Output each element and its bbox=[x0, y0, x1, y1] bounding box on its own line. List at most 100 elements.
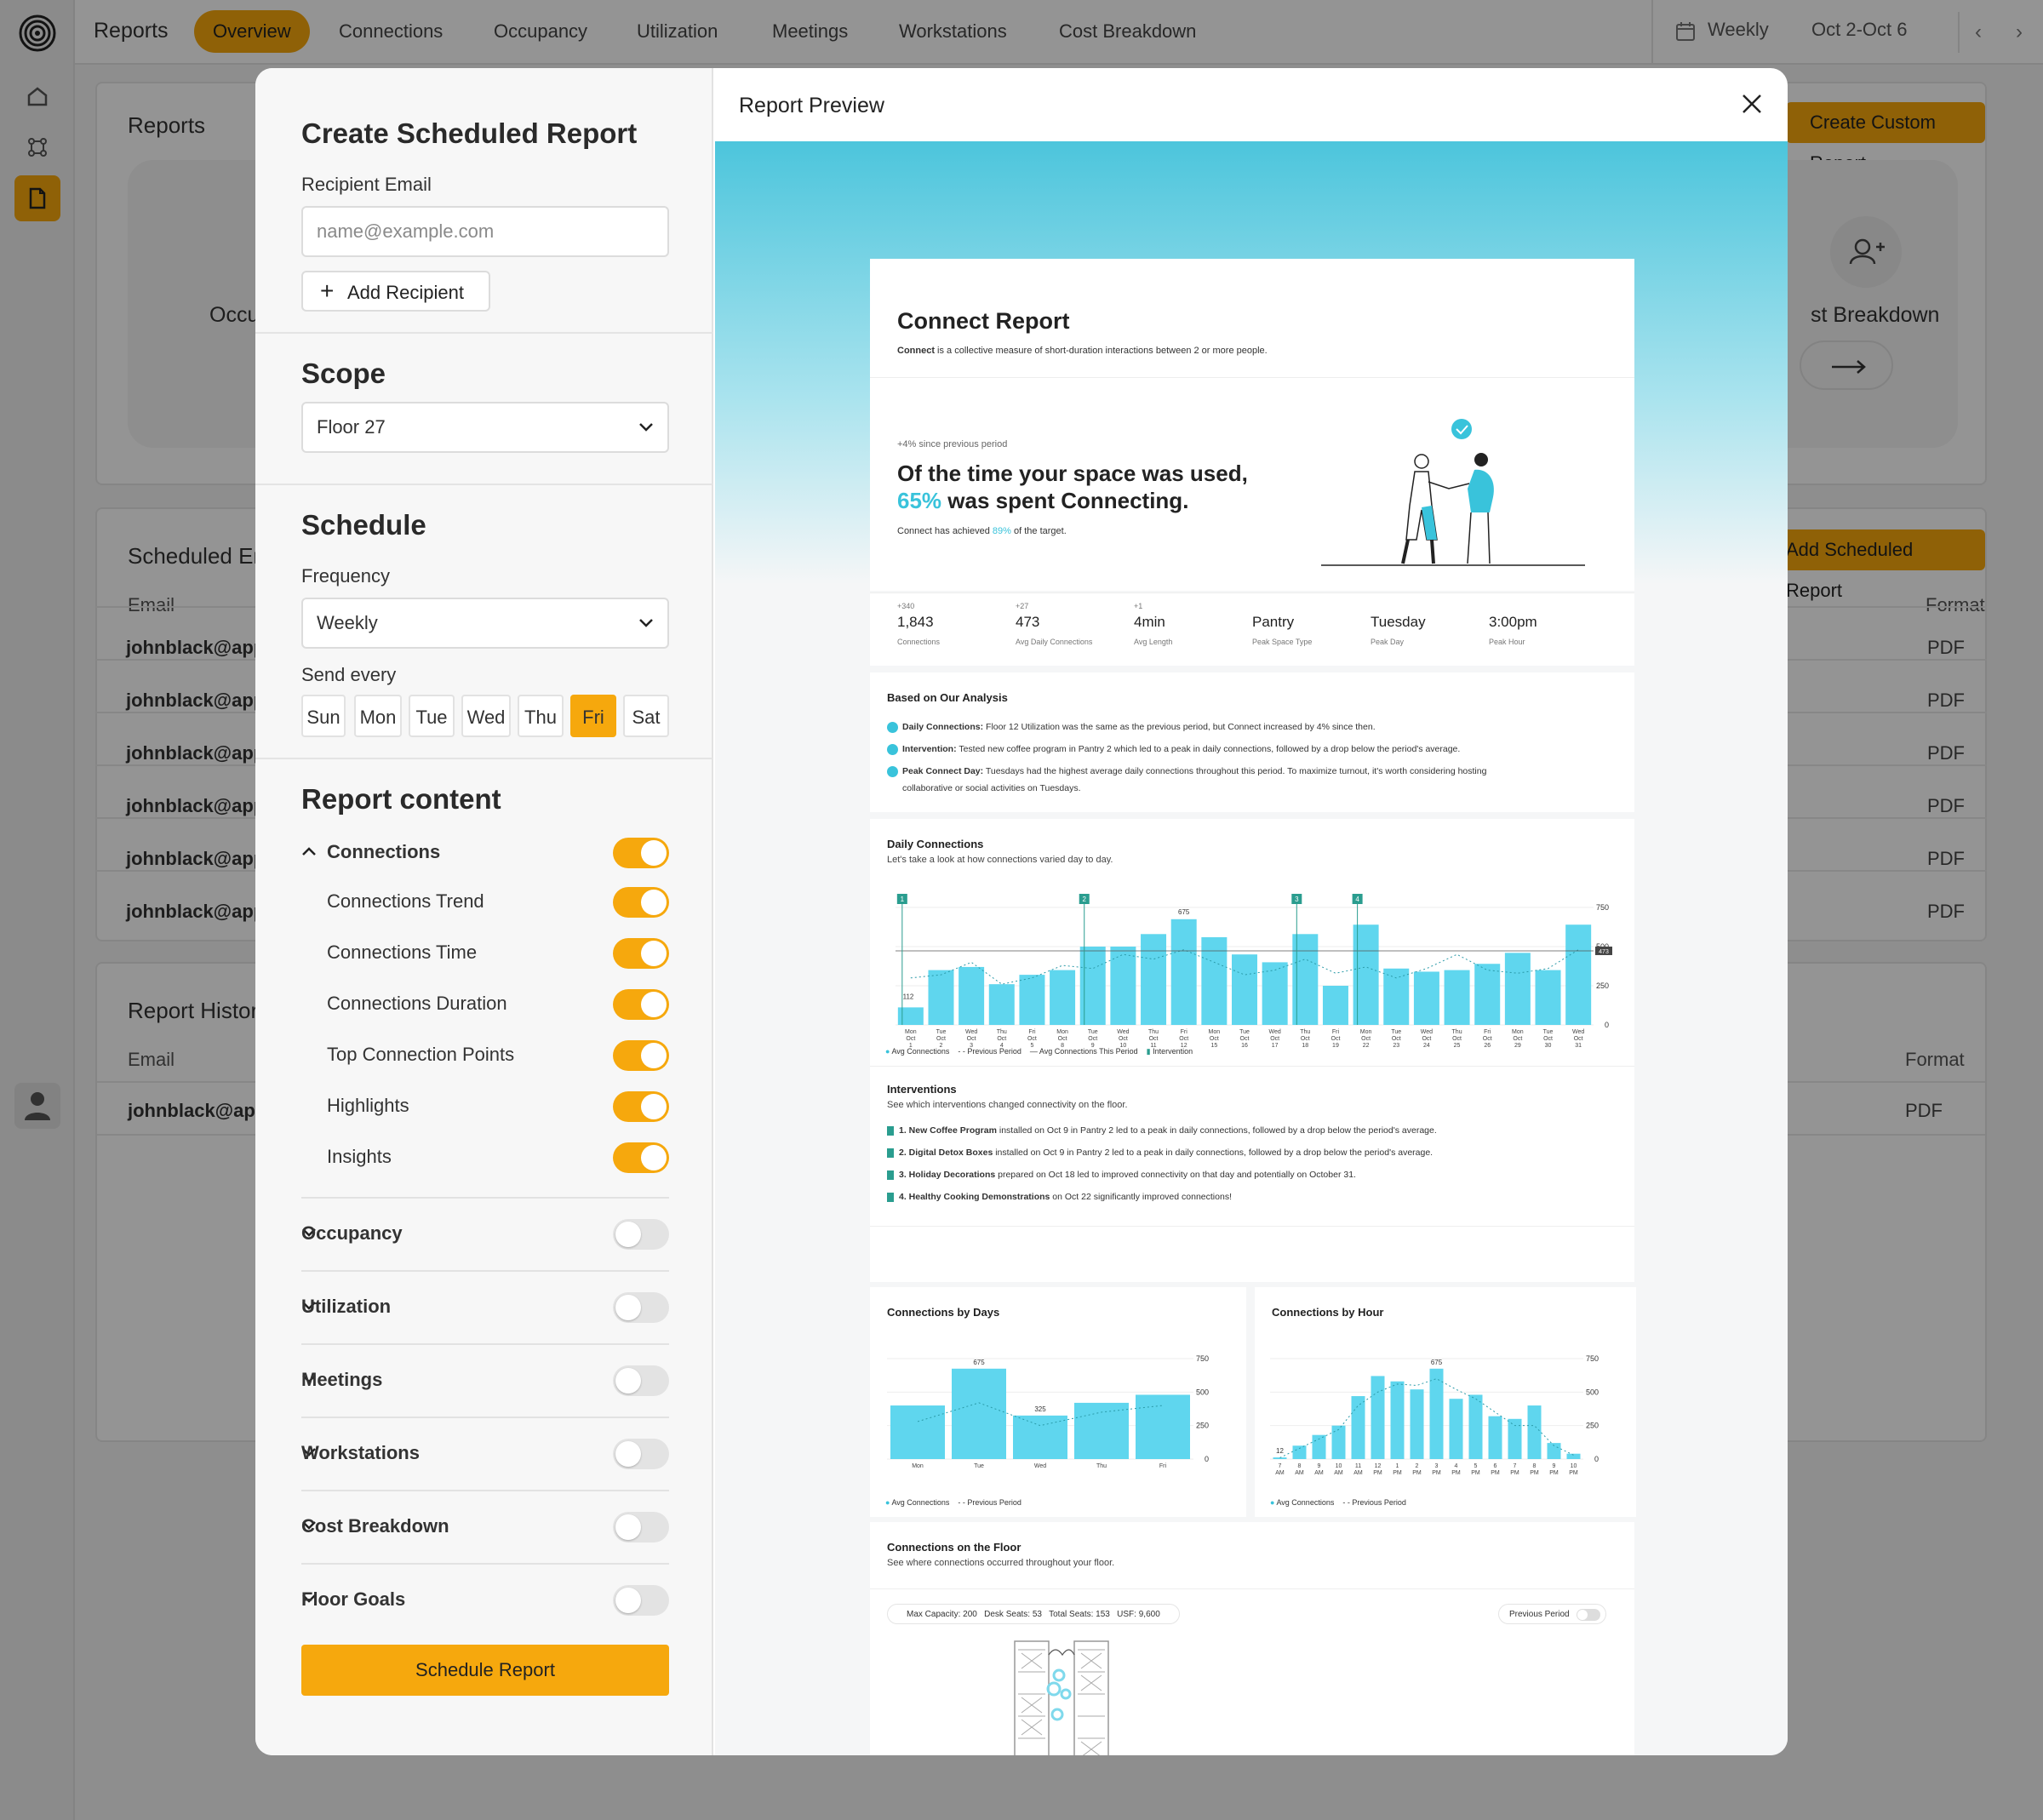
chevron-up-icon[interactable] bbox=[301, 846, 317, 856]
schedule-report-button[interactable]: Schedule Report bbox=[301, 1645, 669, 1696]
x-tick-label: Oct bbox=[1452, 1036, 1462, 1042]
scheduled-row-email: johnblack@app bbox=[126, 690, 266, 711]
x-tick-label: Oct bbox=[1331, 1036, 1341, 1042]
scope-select[interactable]: Floor 27 bbox=[301, 402, 669, 453]
day-sat[interactable]: Sat bbox=[623, 695, 669, 737]
stat-value: 1,843 bbox=[897, 614, 934, 630]
tab-connections[interactable]: Connections bbox=[339, 20, 444, 42]
y-tick-label: 750 bbox=[1586, 1354, 1599, 1363]
stat-label: Avg Length bbox=[1134, 638, 1173, 646]
x-tick-label: 9 bbox=[1318, 1463, 1321, 1469]
chevron-down-icon[interactable] bbox=[301, 1594, 317, 1604]
by-days-chart: 0 250 500 750 Mon Tue Wed Thu Fri 675 325 bbox=[887, 1354, 1209, 1469]
logo-icon[interactable] bbox=[14, 10, 60, 56]
toggle-knob bbox=[615, 1441, 641, 1467]
chevron-right-icon[interactable]: › bbox=[2016, 20, 2023, 43]
day-fri[interactable]: Fri bbox=[570, 695, 616, 737]
bar bbox=[1371, 1376, 1385, 1459]
divider bbox=[255, 484, 713, 485]
x-tick-label: Oct bbox=[1543, 1036, 1553, 1042]
bar bbox=[1013, 1415, 1067, 1459]
create-custom-report-button[interactable]: Create Custom Report bbox=[1786, 102, 1985, 174]
x-tick-label: Oct bbox=[1179, 1036, 1188, 1042]
chevron-left-icon[interactable]: ‹ bbox=[1975, 20, 1982, 43]
y-tick-label: 500 bbox=[1196, 1388, 1209, 1396]
day-sun[interactable]: Sun bbox=[301, 695, 346, 737]
tile-cost-label: st Breakdown bbox=[1811, 303, 1940, 327]
highlights-label: Highlights bbox=[327, 1095, 409, 1116]
x-tick-label: PM bbox=[1491, 1470, 1500, 1476]
scheduled-row-email: johnblack@app bbox=[126, 795, 266, 816]
add-recipient-button[interactable]: + Add Recipient bbox=[301, 271, 490, 312]
section-toggle-cost-breakdown[interactable] bbox=[613, 1512, 669, 1542]
section-toggle-occupancy[interactable] bbox=[613, 1219, 669, 1250]
daily-connections-card: Daily Connections Let's take a look at h… bbox=[870, 819, 1634, 1282]
connections-time-toggle[interactable] bbox=[613, 938, 669, 969]
home-icon[interactable] bbox=[14, 73, 60, 119]
analysis-title: Based on Our Analysis bbox=[887, 691, 1008, 704]
x-tick-label: Oct bbox=[936, 1036, 946, 1042]
x-tick-label: Wed bbox=[1572, 1029, 1584, 1035]
tab-meetings[interactable]: Meetings bbox=[772, 20, 849, 42]
connections-toggle[interactable] bbox=[613, 838, 669, 868]
previous-period-toggle[interactable]: Previous Period bbox=[1498, 1604, 1606, 1624]
report-icon[interactable] bbox=[14, 175, 60, 221]
x-tick-label: PM bbox=[1412, 1470, 1422, 1476]
report-stats: +340 1,843 Connections +27 473 Avg Daily Conn… bbox=[870, 592, 1634, 666]
chevron-down-icon[interactable] bbox=[301, 1520, 317, 1531]
x-tick-label: Tue bbox=[974, 1463, 984, 1469]
x-tick-label: 15 bbox=[1210, 1043, 1217, 1049]
x-tick-label: 10 bbox=[1336, 1463, 1342, 1469]
tab-workstations[interactable]: Workstations bbox=[899, 20, 1007, 42]
user-avatar-icon[interactable] bbox=[14, 1083, 60, 1129]
chevron-down-icon[interactable] bbox=[301, 1301, 317, 1311]
x-tick-label: 3 bbox=[970, 1043, 973, 1049]
chevron-down-icon[interactable] bbox=[301, 1374, 317, 1384]
x-tick-label: Tue bbox=[1239, 1029, 1250, 1035]
x-tick-label: 19 bbox=[1332, 1043, 1339, 1049]
insights-toggle[interactable] bbox=[613, 1142, 669, 1173]
frequency-select[interactable]: Weekly bbox=[301, 598, 669, 649]
section-toggle-meetings[interactable] bbox=[613, 1365, 669, 1396]
top-connection-points-toggle[interactable] bbox=[613, 1040, 669, 1071]
x-tick-label: AM bbox=[1353, 1470, 1363, 1476]
day-mon[interactable]: Mon bbox=[354, 695, 402, 737]
day-tue[interactable]: Tue bbox=[409, 695, 455, 737]
section-toggle-utilization[interactable] bbox=[613, 1292, 669, 1323]
add-scheduled-report-button[interactable]: Add Scheduled Report bbox=[1762, 529, 1985, 601]
section-toggle-floor-goals[interactable] bbox=[613, 1585, 669, 1616]
flow-icon[interactable] bbox=[14, 124, 60, 170]
history-row-email: johnblack@app bbox=[128, 1100, 267, 1121]
tab-occupancy[interactable]: Occupancy bbox=[494, 20, 588, 42]
tab-cost-breakdown[interactable]: Cost Breakdown bbox=[1059, 20, 1197, 42]
app-title: Reports bbox=[94, 19, 169, 43]
flag-icon bbox=[887, 1126, 894, 1136]
x-tick-label: Oct bbox=[967, 1036, 976, 1042]
tab-utilization[interactable]: Utilization bbox=[637, 20, 718, 42]
stat-delta: +1 bbox=[1134, 602, 1143, 610]
x-tick-label: 7 bbox=[1279, 1463, 1282, 1469]
close-icon[interactable] bbox=[1740, 92, 1764, 116]
x-tick-label: 12 bbox=[1181, 1043, 1187, 1049]
connections-duration-toggle[interactable] bbox=[613, 989, 669, 1020]
scheduled-row-email: johnblack@app bbox=[126, 848, 266, 869]
period-selector[interactable]: Weekly bbox=[1708, 19, 1769, 40]
day-thu[interactable]: Thu bbox=[518, 695, 564, 737]
section-toggle-workstations[interactable] bbox=[613, 1439, 669, 1469]
tab-overview[interactable]: Overview bbox=[194, 10, 310, 53]
section-label-meetings: Meetings bbox=[301, 1369, 383, 1390]
chevron-down-icon[interactable] bbox=[301, 1228, 317, 1238]
scheduled-row-format: PDF bbox=[1927, 795, 1965, 816]
chevron-down-icon[interactable] bbox=[301, 1447, 317, 1457]
x-tick-label: Wed bbox=[1269, 1029, 1281, 1035]
toggle-track bbox=[1576, 1609, 1600, 1621]
x-tick-label: Wed bbox=[1421, 1029, 1433, 1035]
x-tick-label: AM bbox=[1334, 1470, 1343, 1476]
date-range[interactable]: Oct 2-Oct 6 bbox=[1811, 19, 1908, 40]
recipient-email-input[interactable]: name@example.com bbox=[301, 206, 669, 257]
day-wed[interactable]: Wed bbox=[461, 695, 511, 737]
connections-trend-toggle[interactable] bbox=[613, 887, 669, 918]
highlights-toggle[interactable] bbox=[613, 1091, 669, 1122]
x-tick-label: Tue bbox=[936, 1029, 947, 1035]
arrow-right-icon[interactable] bbox=[1800, 341, 1893, 390]
